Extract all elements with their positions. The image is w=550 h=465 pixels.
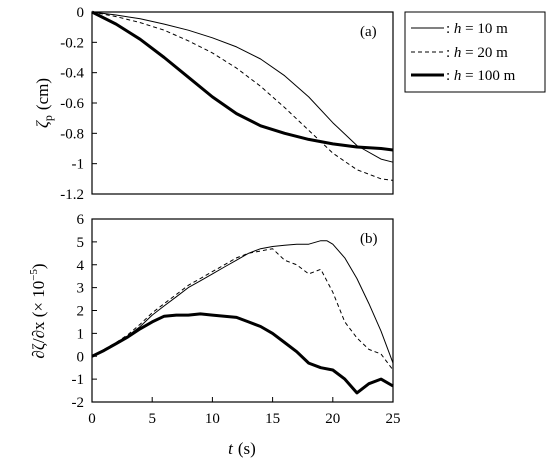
panel-b-tag: (b) xyxy=(360,231,378,247)
series-line-b-10m xyxy=(91,240,394,364)
panel-b-frame xyxy=(91,218,394,403)
panel-a-ylabel: ζp (cm) xyxy=(33,78,55,128)
ytick-label: 3 xyxy=(77,281,85,297)
series-line-a-100m xyxy=(91,10,394,152)
legend-label-100m: : h = 100 m xyxy=(446,68,516,84)
xtick-label: 0 xyxy=(88,411,96,427)
xtick-label: 15 xyxy=(265,411,280,427)
x-axis-label: t (s) xyxy=(228,439,256,458)
panel-b-series xyxy=(91,240,394,395)
panel-b-xticks: 0 5 10 15 20 25 xyxy=(88,397,401,427)
ytick-label: 0 xyxy=(77,5,85,21)
panel-a-ylabel-symbol: ζ xyxy=(33,120,52,128)
ytick-label: 5 xyxy=(77,235,85,251)
xtick-label: 25 xyxy=(386,411,401,427)
ytick-label: -0.2 xyxy=(60,35,84,51)
legend-label-10m: : h = 10 m xyxy=(446,21,508,37)
legend: : h = 10 m : h = 20 m : h = 100 m xyxy=(404,11,546,93)
xtick-label: 20 xyxy=(325,411,340,427)
panel-b-ylabel-main: ∂ζ/∂x (× 10 xyxy=(29,281,48,359)
panel-b-ylabel: ∂ζ/∂x (× 10−5) xyxy=(28,263,48,358)
panel-b-yticks: 6 5 4 3 2 1 0 -1 -2 xyxy=(72,212,97,411)
series-line-a-10m xyxy=(91,11,394,163)
x-axis-label-unit: (s) xyxy=(238,439,256,458)
ytick-label: -0.4 xyxy=(60,66,84,82)
panel-b-ylabel-exp: −5 xyxy=(28,269,40,281)
panel-a-tag: (a) xyxy=(360,24,377,40)
ytick-label: -1 xyxy=(72,372,85,388)
panel-b-ylabel-close: ) xyxy=(29,263,48,269)
ytick-label: 4 xyxy=(77,258,85,274)
panel-a-ylabel-sub: p xyxy=(41,115,55,121)
ytick-label: 2 xyxy=(77,304,85,320)
ytick-label: -2 xyxy=(72,395,85,411)
ytick-label: -0.6 xyxy=(60,96,84,112)
panel-a-series xyxy=(91,10,394,181)
xtick-label: 10 xyxy=(205,411,220,427)
ytick-label: 0 xyxy=(77,349,85,365)
xtick-label: 5 xyxy=(148,411,156,427)
legend-label-20m: : h = 20 m xyxy=(446,45,508,61)
ytick-label: -1.2 xyxy=(60,187,84,203)
x-axis-label-symbol: t xyxy=(228,439,234,458)
series-line-b-100m xyxy=(91,312,394,395)
ytick-label: -1 xyxy=(72,157,85,173)
ytick-label: 1 xyxy=(77,326,85,342)
panel-a-frame xyxy=(91,11,394,195)
series-line-b-20m xyxy=(91,248,394,371)
series-line-a-20m xyxy=(91,11,394,181)
panel-a-yticks: 0 -0.2 -0.4 -0.6 -0.8 -1 -1.2 xyxy=(60,5,97,203)
ytick-label: -0.8 xyxy=(60,126,84,142)
panel-a-ylabel-unit: (cm) xyxy=(33,78,52,110)
ytick-label: 6 xyxy=(77,212,85,228)
